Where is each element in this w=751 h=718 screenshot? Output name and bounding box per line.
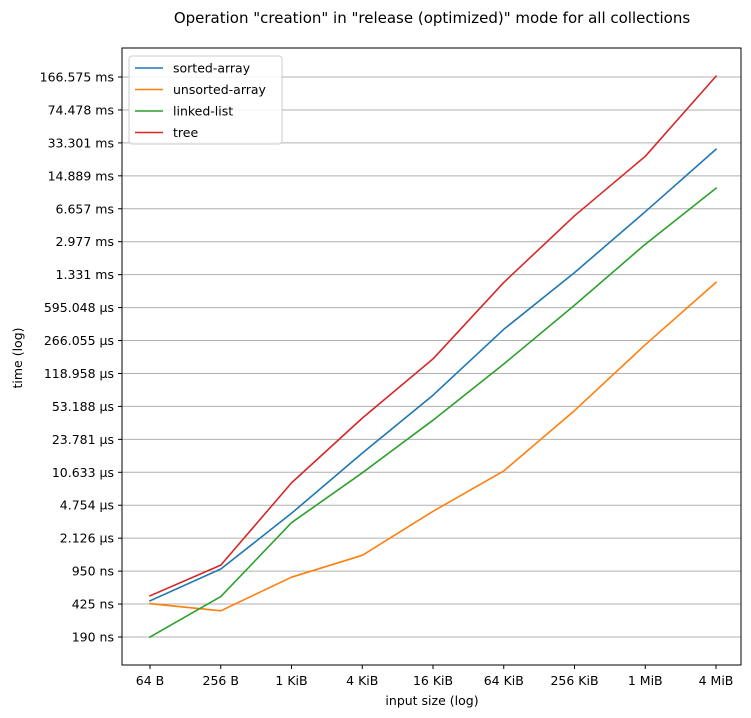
y-tick-label: 166.575 ms — [40, 70, 114, 85]
x-tick-label: 4 KiB — [346, 673, 378, 688]
series-line-linked-list — [148, 187, 718, 639]
grid — [122, 76, 741, 638]
x-tick-label: 64 KiB — [484, 673, 524, 688]
series-line-unsorted-array — [149, 281, 718, 612]
legend-label: sorted-array — [173, 61, 251, 76]
legend-box — [128, 55, 283, 145]
legend-label: unsorted-array — [173, 82, 267, 97]
y-tick-label: 4.754 µs — [60, 498, 114, 513]
y-tick-label: 6.657 ms — [56, 201, 114, 216]
y-tick-label: 2.126 µs — [60, 531, 114, 546]
x-tick-label: 4 MiB — [699, 673, 734, 688]
y-tick-label: 2.977 ms — [56, 234, 114, 249]
x-tick-label: 1 KiB — [275, 673, 307, 688]
x-tick-label: 16 KiB — [413, 673, 453, 688]
y-tick-label: 950 ns — [72, 564, 114, 579]
x-tick-label: 64 B — [136, 673, 164, 688]
y-tick-label: 425 ns — [72, 597, 114, 612]
x-axis: 64 B 256 B 1 KiB 4 KiB 16 KiB 64 KiB 256 KiB 1 … — [136, 665, 734, 688]
y-tick-label: 266.055 µs — [44, 333, 114, 348]
x-tick-label: 256 B — [203, 673, 239, 688]
series-lines — [148, 75, 718, 639]
legend-label: linked-list — [173, 104, 233, 119]
chart-title: Operation "creation" in "release (optimi… — [174, 9, 691, 27]
y-tick-label: 10.633 µs — [52, 465, 114, 480]
y-tick-label: 1.331 ms — [56, 267, 114, 282]
series-line-sorted-array — [148, 148, 718, 602]
y-tick-label: 53.188 µs — [52, 399, 114, 414]
y-axis: 190 ns 425 ns 950 ns 2.126 µs 4.754 µs 10.633… — [40, 70, 122, 645]
y-tick-label: 74.478 ms — [48, 102, 114, 117]
y-tick-label: 118.958 µs — [44, 366, 114, 381]
x-axis-label: input size (log) — [385, 693, 478, 708]
x-tick-label: 1 MiB — [628, 673, 663, 688]
y-axis-label: time (log) — [10, 327, 25, 388]
y-tick-label: 190 ns — [72, 630, 114, 645]
legend: sorted-array unsorted-array linked-list tre… — [128, 55, 283, 145]
x-tick-label: 256 KiB — [550, 673, 598, 688]
y-tick-label: 14.889 ms — [48, 168, 114, 183]
legend-label: tree — [173, 125, 198, 140]
y-tick-label: 33.301 ms — [48, 135, 114, 150]
plot-frame — [121, 47, 742, 666]
series-line-tree — [148, 75, 718, 597]
y-tick-label: 595.048 µs — [44, 300, 114, 315]
y-tick-label: 23.781 µs — [52, 432, 114, 447]
